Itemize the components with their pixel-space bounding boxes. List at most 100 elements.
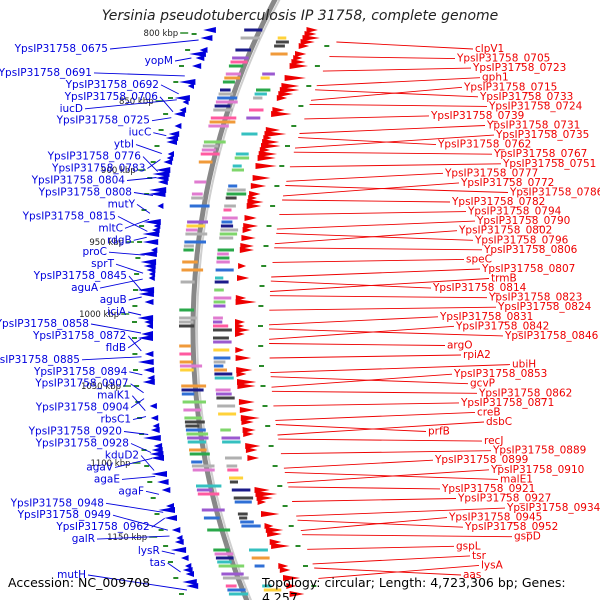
reverse-strand-gene <box>165 135 179 141</box>
composition-bar <box>182 260 198 264</box>
gene-label: YpsIP31758_0920 <box>28 426 122 438</box>
reverse-strand-gene <box>203 27 216 33</box>
outer-tick-dot <box>134 385 140 387</box>
leader-line <box>151 117 172 122</box>
reverse-strand-gene <box>151 447 163 453</box>
composition-bar <box>220 224 234 228</box>
gene-label: yopM <box>145 55 173 67</box>
composition-bar <box>219 232 238 236</box>
leader-line <box>159 96 174 113</box>
gene-label: YpsIP31758_0824 <box>497 301 592 313</box>
composition-bar <box>227 468 239 472</box>
leader-line <box>307 545 455 550</box>
gene-label: YpsIP31758_0815 <box>22 210 116 222</box>
inner-tick-dot <box>258 345 264 347</box>
leader-line <box>127 311 142 316</box>
inner-tick-dot <box>306 85 312 87</box>
leader-line-layer <box>81 39 513 591</box>
reverse-strand-gene <box>181 555 189 561</box>
gene-label: iciA <box>107 306 127 318</box>
inner-tick-dot <box>259 285 265 287</box>
outer-tick-dot <box>144 465 150 467</box>
leader-line <box>117 215 148 232</box>
forward-strand-gene <box>235 331 245 337</box>
accession-text: Accession: NC_009708 <box>8 575 151 590</box>
gene-label: mutH <box>57 569 86 581</box>
composition-bar <box>240 36 260 40</box>
composition-bar <box>230 60 248 64</box>
forward-strand-gene <box>265 127 280 133</box>
forward-strand-gene <box>257 499 267 505</box>
outer-tick-dot <box>191 33 197 35</box>
inner-tick-dot <box>270 205 276 207</box>
leader-line <box>270 376 469 385</box>
reverse-strand-gene <box>137 287 155 293</box>
composition-bar <box>216 256 230 260</box>
composition-bar <box>222 80 235 84</box>
forward-strand-gene <box>247 455 260 461</box>
forward-strand-gene <box>243 431 254 437</box>
gene-label: YpsIP31758_0675 <box>14 43 108 55</box>
composition-bar <box>194 180 207 184</box>
composition-bar <box>213 300 226 304</box>
composition-bar <box>187 440 206 444</box>
composition-bar <box>214 372 233 376</box>
composition-bar <box>189 452 210 456</box>
leader-line <box>161 550 175 555</box>
leader-line <box>294 134 495 149</box>
leader-line <box>293 151 493 155</box>
reverse-strand-gene <box>137 315 154 321</box>
composition-bar <box>215 556 234 560</box>
gene-label: rdgB <box>107 234 132 246</box>
outer-tick-dot <box>132 305 138 307</box>
inner-tick-dot <box>265 425 271 427</box>
forward-strand-gene <box>262 139 280 145</box>
forward-strand-gene <box>276 95 288 101</box>
leader-line <box>282 182 460 197</box>
reverse-strand-gene <box>143 367 155 373</box>
gene-label: YpsIP31758_0724 <box>488 100 583 112</box>
composition-bar <box>215 100 238 104</box>
gene-label: YpsIP31758_0772 <box>460 177 554 189</box>
outer-tick-dot <box>150 497 156 499</box>
composition-bar <box>213 364 224 368</box>
outer-tick-dot <box>141 449 147 451</box>
forward-strand-gene <box>237 275 250 281</box>
forward-strand-gene <box>302 35 320 41</box>
composition-bar <box>191 192 203 196</box>
outer-tick-dot <box>154 145 160 147</box>
composition-bar <box>191 464 215 468</box>
composition-bar <box>218 564 245 568</box>
gene-label: recJ <box>484 435 503 447</box>
composition-bar <box>231 488 251 492</box>
composition-bar <box>202 144 219 148</box>
reverse-strand-gene <box>144 299 154 305</box>
inner-tick-dot <box>314 65 320 67</box>
leader-line <box>140 455 155 471</box>
leader-line <box>298 137 437 146</box>
reverse-strand-gene <box>155 175 169 181</box>
gene-label: YpsIP31758_0692 <box>65 79 159 91</box>
leader-line <box>135 144 162 155</box>
composition-bar <box>180 368 194 372</box>
composition-bar <box>221 220 233 224</box>
gene-label: malK1 <box>97 390 130 402</box>
leader-line <box>278 438 483 442</box>
composition-bar <box>213 324 229 328</box>
composition-bar <box>263 588 282 592</box>
leader-line <box>145 490 160 495</box>
gene-label: YpsIP31758_0894 <box>33 366 128 378</box>
leader-line <box>126 177 157 181</box>
composition-bar <box>222 440 241 444</box>
gene-label: fldB <box>106 342 126 354</box>
reverse-strand-gene <box>149 403 157 409</box>
gene-label: YpsIP31758_0928 <box>35 438 129 450</box>
gene-label: YpsIP31758_0751 <box>502 158 596 170</box>
composition-bar <box>181 388 204 392</box>
leader-line <box>269 306 497 311</box>
gene-label: YpsIP31758_0872 <box>32 330 126 342</box>
reverse-strand-gene <box>144 351 154 357</box>
composition-bar <box>184 420 205 424</box>
composition-bar <box>209 120 236 124</box>
forward-strand-gene <box>246 203 262 209</box>
